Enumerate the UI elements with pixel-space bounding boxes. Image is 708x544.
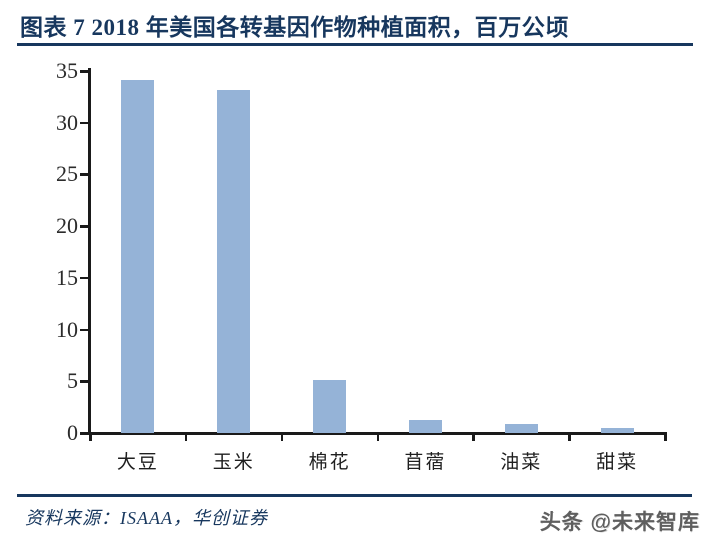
bar-大豆 bbox=[121, 80, 155, 433]
plot-area bbox=[89, 71, 667, 441]
y-tick-mark bbox=[80, 225, 89, 228]
y-tick-mark bbox=[80, 276, 89, 280]
category-label-玉米: 玉米 bbox=[212, 452, 255, 473]
y-tick-label: 5 bbox=[67, 368, 78, 394]
x-tick-mark bbox=[280, 433, 284, 441]
x-tick-mark bbox=[664, 433, 667, 441]
bar-油菜 bbox=[504, 423, 538, 433]
category-label-大豆: 大豆 bbox=[116, 452, 159, 473]
y-tick-label: 0 bbox=[67, 420, 78, 445]
y-axis-line bbox=[88, 68, 91, 435]
y-tick-label: 35 bbox=[56, 58, 78, 83]
chart-title: 图表 7 2018 年美国各转基因作物种植面积，百万公顷 bbox=[20, 15, 569, 40]
y-tick-mark bbox=[80, 173, 89, 176]
toutiao-watermark: 头条 @未来智库 bbox=[539, 511, 700, 534]
y-tick-mark bbox=[80, 432, 89, 435]
footer-divider bbox=[17, 494, 692, 497]
data-source-note: 资料来源：ISAAA，华创证券 bbox=[25, 508, 268, 528]
y-tick-mark bbox=[80, 328, 89, 332]
y-tick-mark bbox=[80, 70, 89, 73]
y-tick-mark bbox=[80, 121, 89, 125]
category-label-油菜: 油菜 bbox=[500, 452, 543, 473]
x-tick-mark bbox=[89, 433, 92, 441]
y-tick-mark bbox=[80, 380, 89, 383]
bar-苜蓿 bbox=[408, 419, 442, 433]
x-tick-mark bbox=[184, 433, 188, 441]
y-tick-label: 15 bbox=[56, 264, 78, 290]
category-label-棉花: 棉花 bbox=[308, 452, 351, 473]
category-label-苜蓿: 苜蓿 bbox=[404, 452, 447, 473]
bar-chart: 0 5 10 15 20 25 30 35 大豆 玉米 棉花 苜蓿 油菜 甜菜 bbox=[0, 55, 708, 480]
x-tick-mark bbox=[568, 433, 571, 441]
title-underline bbox=[17, 43, 693, 46]
bar-玉米 bbox=[217, 89, 251, 433]
y-tick-label: 20 bbox=[56, 213, 78, 239]
bar-甜菜 bbox=[600, 427, 634, 433]
x-tick-mark bbox=[376, 433, 379, 441]
category-label-甜菜: 甜菜 bbox=[596, 452, 639, 473]
x-tick-mark bbox=[472, 433, 475, 441]
y-tick-label: 10 bbox=[56, 316, 78, 342]
y-tick-label: 30 bbox=[56, 109, 78, 135]
bar-棉花 bbox=[313, 380, 347, 433]
y-tick-label: 25 bbox=[56, 161, 78, 187]
